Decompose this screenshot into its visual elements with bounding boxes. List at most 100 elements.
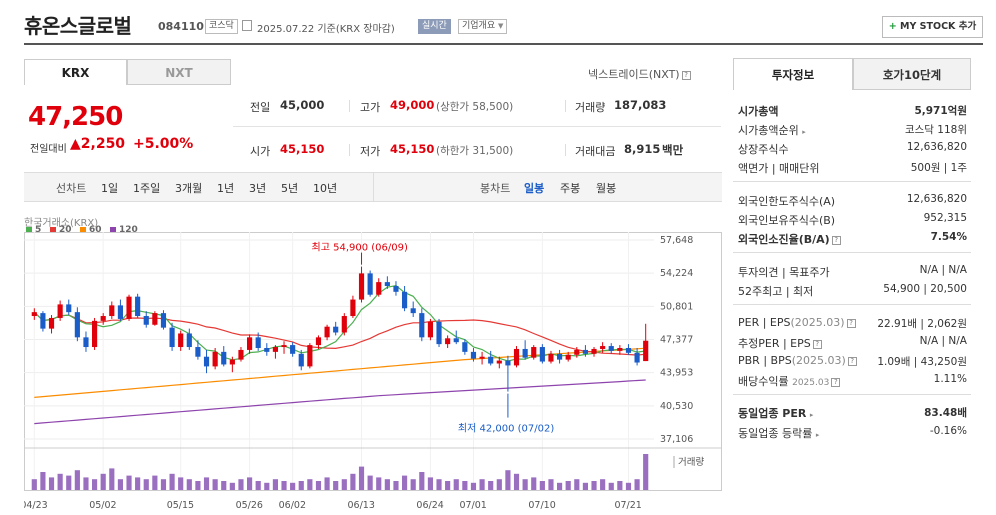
chevron-down-icon: ▼ — [498, 22, 504, 30]
candle-body — [513, 348, 520, 366]
candle-monthly[interactable]: 월봉 — [596, 182, 617, 195]
candle-body — [470, 351, 477, 359]
volume-bar — [333, 481, 339, 490]
volume-bar — [307, 479, 313, 490]
ma-5-line — [33, 284, 646, 362]
period-5y[interactable]: 5년 — [281, 182, 299, 195]
volume-bar — [212, 479, 218, 490]
volume-bar — [195, 481, 201, 490]
volume-bar — [608, 482, 614, 490]
volume-bar — [152, 475, 158, 490]
open-value: 45,150 — [280, 142, 325, 156]
volume-bar — [31, 479, 37, 490]
candle-body — [358, 273, 365, 300]
candle-body — [40, 313, 46, 329]
candle-body — [324, 326, 330, 338]
high-annotation: 최고 54,900 (06/09) — [312, 242, 408, 254]
volume-bar — [427, 477, 433, 490]
sector-change-label[interactable]: 동일업종 등락률 ▸ — [738, 427, 820, 440]
per-value: 22.91배 | 2,062원 — [877, 318, 967, 330]
candlestick-chart[interactable]: 57,648 54,224 50,801 47,377 43,953 40,530 37,1… — [24, 232, 722, 512]
volume-bar — [203, 477, 210, 490]
y-tick-label: 47,377 — [660, 335, 693, 346]
volume-bar — [169, 473, 175, 490]
panel-divider — [733, 181, 971, 182]
nxt-info-link[interactable]: 넥스트레이드(NXT)? — [588, 66, 691, 82]
candle-body — [522, 348, 528, 358]
mystock-add-button[interactable]: + MY STOCK 추가 — [882, 16, 983, 38]
candle-body — [600, 346, 606, 349]
help-icon[interactable]: ? — [681, 70, 691, 80]
candle-body — [565, 354, 571, 360]
volume-bar — [548, 479, 554, 490]
candle-body — [333, 326, 339, 333]
period-1y[interactable]: 1년 — [217, 182, 235, 195]
candle-body — [643, 340, 649, 362]
candle-body — [539, 347, 545, 362]
open-label: 시가 — [250, 145, 271, 158]
candle-body — [341, 316, 347, 333]
price-change-pct: +5.00% — [133, 136, 194, 152]
realtime-button[interactable]: 실시간 — [418, 19, 451, 34]
x-tick-label: 07/01 — [459, 500, 486, 511]
tab-order-book[interactable]: 호가10단계 — [853, 58, 971, 90]
foreign-hold-label: 외국인보유주식수(B) — [738, 214, 836, 227]
volume-bar — [496, 479, 502, 490]
tab-investment-info[interactable]: 투자정보 — [733, 58, 853, 90]
pbr-label: PBR | BPS(2025.03)? — [738, 354, 857, 367]
period-3m[interactable]: 3개월 — [175, 182, 203, 195]
tab-krx[interactable]: KRX — [24, 59, 127, 85]
help-icon[interactable]: ? — [812, 339, 822, 349]
sector-per-label[interactable]: 동일업종 PER ▸ — [738, 407, 814, 420]
shares-label: 상장주식수 — [738, 143, 789, 156]
line-chart-label[interactable]: 선차트 — [56, 182, 87, 195]
candle-body — [143, 316, 149, 325]
help-icon[interactable]: ? — [847, 356, 857, 366]
change-label: 전일대비 — [30, 144, 67, 155]
candle-body — [402, 291, 408, 309]
period-1w[interactable]: 1주일 — [133, 182, 161, 195]
help-icon[interactable]: ? — [846, 318, 856, 328]
prev-close-value: 45,000 — [280, 98, 325, 112]
company-overview-button[interactable]: 기업개요 ▼ — [458, 19, 508, 34]
help-icon[interactable]: ? — [831, 235, 841, 245]
candle-daily[interactable]: 일봉 — [524, 182, 545, 195]
candle-body — [255, 337, 261, 348]
prev-close-label: 전일 — [250, 101, 271, 114]
candle-body — [445, 338, 451, 345]
candle-body — [531, 347, 537, 358]
candle-body — [160, 313, 167, 328]
volume-bar — [126, 475, 132, 490]
candle-body — [591, 348, 597, 354]
candle-body — [203, 356, 210, 367]
tab-nxt[interactable]: NXT — [127, 59, 231, 85]
company-overview-label: 기업개요 — [462, 21, 496, 31]
volume-bar — [324, 477, 330, 490]
volume-bar — [445, 481, 451, 490]
candle-body — [582, 349, 588, 354]
x-tick-label: 06/02 — [279, 500, 306, 511]
panel-divider — [733, 252, 971, 253]
foreign-limit-value: 12,636,820 — [906, 193, 967, 205]
y-tick-label: 54,224 — [660, 268, 693, 279]
candle-body — [247, 337, 253, 350]
volume-bar — [453, 479, 459, 490]
divider — [565, 100, 566, 112]
candle-body — [83, 337, 89, 348]
period-1d[interactable]: 1일 — [101, 182, 119, 195]
opinion-value: N/A | N/A — [919, 264, 967, 276]
help-icon[interactable]: ? — [831, 377, 841, 387]
candle-chart-label[interactable]: 봉차트 — [480, 182, 511, 195]
divider — [349, 144, 350, 156]
low-annotation: 최저 42,000 (07/02) — [458, 423, 554, 435]
amount-value: 8,915 — [624, 142, 661, 156]
volume-bar — [462, 481, 468, 490]
market-cap-rank-label[interactable]: 시가총액순위 ▸ — [738, 124, 806, 137]
period-3y[interactable]: 3년 — [249, 182, 267, 195]
candle-body — [436, 321, 442, 345]
candle-weekly[interactable]: 주봉 — [560, 182, 581, 195]
volume-bar — [160, 479, 167, 490]
volume-bar — [410, 479, 416, 490]
shares-value: 12,636,820 — [906, 141, 967, 153]
period-10y[interactable]: 10년 — [313, 182, 338, 195]
